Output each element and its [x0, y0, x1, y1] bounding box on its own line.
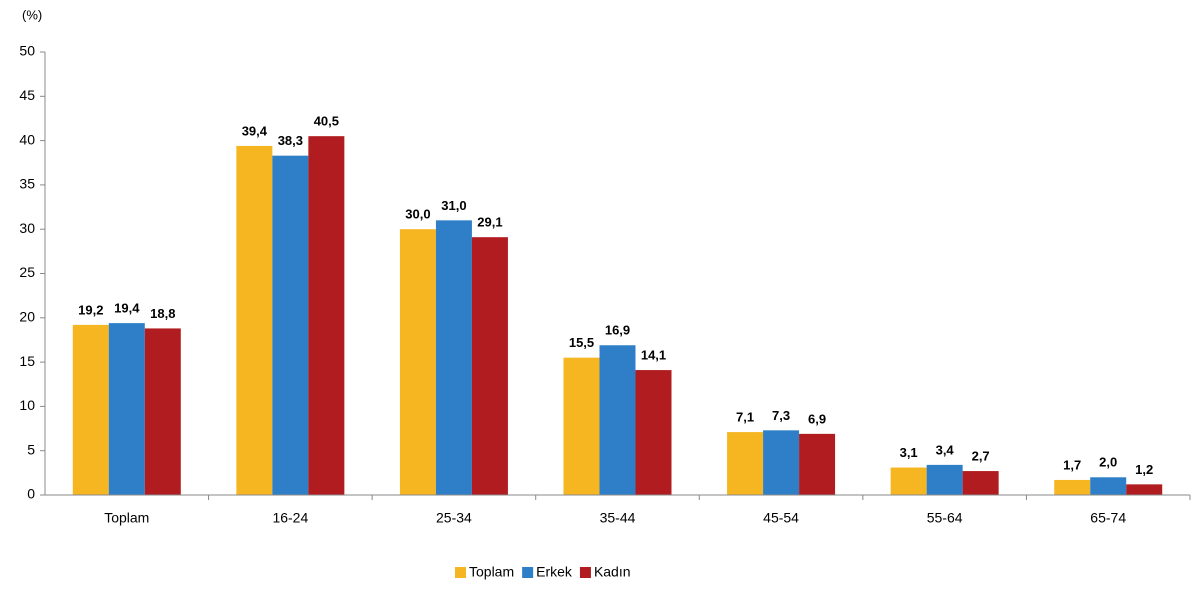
bar	[1054, 479, 1091, 495]
value-label: 16,9	[605, 323, 630, 338]
value-label: 14,1	[641, 348, 666, 363]
bar	[236, 145, 273, 495]
value-label: 18,8	[150, 306, 175, 321]
value-label: 7,1	[736, 410, 754, 425]
x-tick-label: 65-74	[1090, 510, 1126, 526]
value-label: 38,3	[278, 133, 303, 148]
bar	[1090, 477, 1127, 495]
x-tick-label: 25-34	[436, 510, 472, 526]
y-tick-label: 40	[19, 131, 35, 147]
value-label: 15,5	[569, 335, 594, 350]
bar	[272, 155, 309, 496]
bar	[890, 467, 927, 495]
y-tick-label: 35	[19, 176, 35, 192]
bar	[763, 430, 800, 495]
y-tick-label: 15	[19, 353, 35, 369]
y-tick-label: 25	[19, 264, 35, 280]
y-unit-label: (%)	[22, 7, 42, 22]
value-label: 39,4	[242, 123, 268, 138]
legend-label: Toplam	[469, 564, 514, 580]
x-tick-label: 45-54	[763, 510, 799, 526]
bar	[144, 328, 181, 495]
bar	[1126, 484, 1163, 495]
value-label: 19,2	[78, 302, 103, 317]
bar	[727, 432, 764, 495]
bar	[108, 323, 145, 495]
y-tick-label: 30	[19, 220, 35, 236]
bar	[926, 464, 963, 495]
value-label: 3,1	[900, 445, 918, 460]
value-label: 1,7	[1063, 457, 1081, 472]
x-tick-label: 55-64	[927, 510, 963, 526]
value-label: 7,3	[772, 408, 790, 423]
value-label: 31,0	[441, 198, 466, 213]
bar	[399, 229, 436, 495]
x-tick-label: 16-24	[272, 510, 308, 526]
bar	[308, 136, 345, 496]
bar	[962, 471, 999, 495]
bar	[563, 357, 600, 495]
legend-label: Erkek	[536, 564, 573, 580]
value-label: 29,1	[477, 215, 502, 230]
y-tick-label: 20	[19, 309, 35, 325]
value-label: 2,7	[972, 449, 990, 464]
legend-swatch	[579, 567, 591, 578]
legend-swatch	[455, 567, 466, 578]
bar	[599, 345, 636, 495]
value-label: 2,0	[1099, 455, 1117, 470]
value-label: 19,4	[114, 301, 140, 316]
value-label: 3,4	[936, 442, 955, 457]
y-tick-label: 5	[27, 441, 35, 457]
legend-swatch	[522, 567, 534, 578]
value-label: 1,2	[1135, 462, 1153, 477]
y-tick-label: 50	[19, 43, 35, 59]
legend-label: Kadın	[594, 564, 631, 580]
bar	[471, 237, 508, 495]
y-tick-label: 0	[27, 486, 35, 502]
x-tick-label: Toplam	[104, 510, 149, 526]
value-label: 40,5	[314, 114, 339, 129]
bar	[635, 370, 672, 495]
x-tick-label: 35-44	[600, 510, 636, 526]
value-label: 30,0	[405, 207, 430, 222]
bar	[435, 220, 472, 495]
value-label: 6,9	[808, 411, 826, 426]
y-tick-label: 45	[19, 87, 35, 103]
bar	[799, 433, 836, 495]
bar	[72, 324, 109, 495]
y-tick-label: 10	[19, 397, 35, 413]
